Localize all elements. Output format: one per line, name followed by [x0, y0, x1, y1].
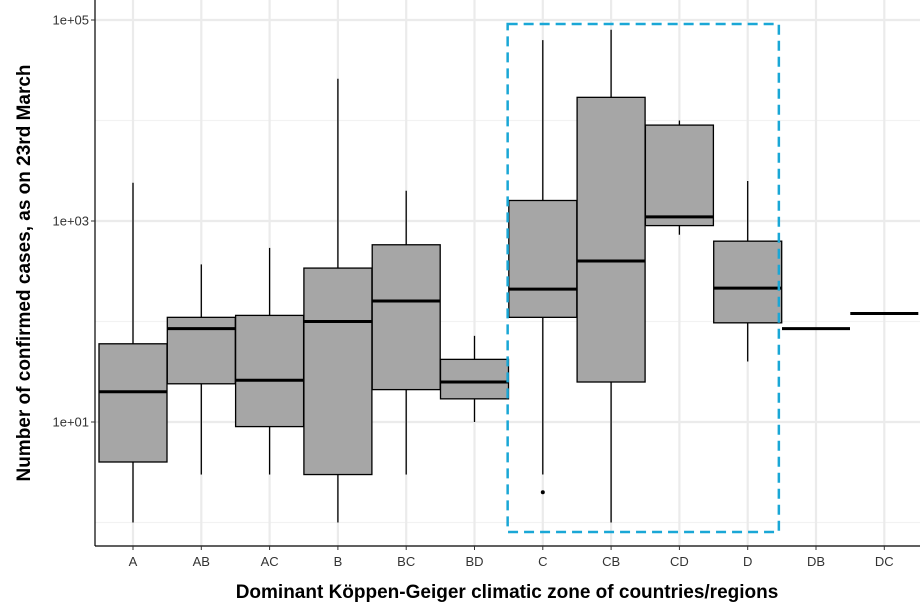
box-iqr [508, 199, 578, 318]
box-a [98, 182, 168, 523]
y-axis-title: Number of confirmed cases, as on 23rd Ma… [14, 64, 35, 481]
box-iqr [439, 358, 510, 400]
outlier-point [540, 490, 545, 495]
box-bc [371, 190, 441, 475]
x-axis-title: Dominant Köppen-Geiger climatic zone of … [236, 582, 779, 603]
highlight-box [506, 22, 781, 534]
x-tick-label: C [538, 554, 547, 569]
box-ab [166, 264, 236, 475]
x-tick-label: BC [397, 554, 415, 569]
x-tick-label: DB [807, 554, 825, 569]
x-tick-label: D [743, 554, 752, 569]
box-iqr [303, 267, 373, 476]
x-tick-label: DC [875, 554, 894, 569]
box-iqr [371, 244, 441, 391]
box-b [303, 78, 373, 523]
box-iqr [713, 240, 783, 324]
highlight-region [506, 22, 781, 534]
box-cb [576, 29, 646, 523]
y-tick-label: 1e+05 [52, 13, 89, 28]
axes: 1e+01 1e+03 1e+05 A AB AC B BC BD C CB CD D DB DC [52, 0, 920, 569]
x-tick-label: BD [465, 554, 483, 569]
x-tick-label: A [129, 554, 138, 569]
box-iqr [644, 124, 715, 227]
box-ac [234, 247, 305, 475]
box-iqr [576, 96, 646, 383]
y-tick-label: 1e+01 [52, 415, 89, 430]
x-tick-label: AC [261, 554, 279, 569]
box-cd [644, 120, 715, 235]
box-c [508, 40, 578, 495]
boxes [98, 29, 919, 523]
box-d [713, 181, 783, 362]
y-tick-label: 1e+03 [52, 214, 89, 229]
x-tick-label: CB [602, 554, 620, 569]
x-tick-label: CD [670, 554, 689, 569]
x-tick-label: B [334, 554, 343, 569]
box-iqr [98, 343, 168, 463]
box-iqr [234, 314, 305, 428]
plot-panel [95, 0, 920, 546]
x-tick-label: AB [193, 554, 210, 569]
